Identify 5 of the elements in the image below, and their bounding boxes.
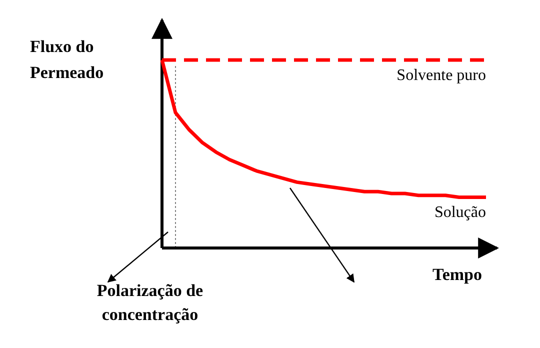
series-label: Solvente puro: [396, 67, 486, 84]
x-axis-title: Tempo: [432, 265, 482, 284]
y-axis-title: Fluxo do Permeado: [30, 37, 104, 82]
text: Polarização de concentração: [96, 281, 204, 324]
series-label: Solução: [434, 204, 486, 222]
